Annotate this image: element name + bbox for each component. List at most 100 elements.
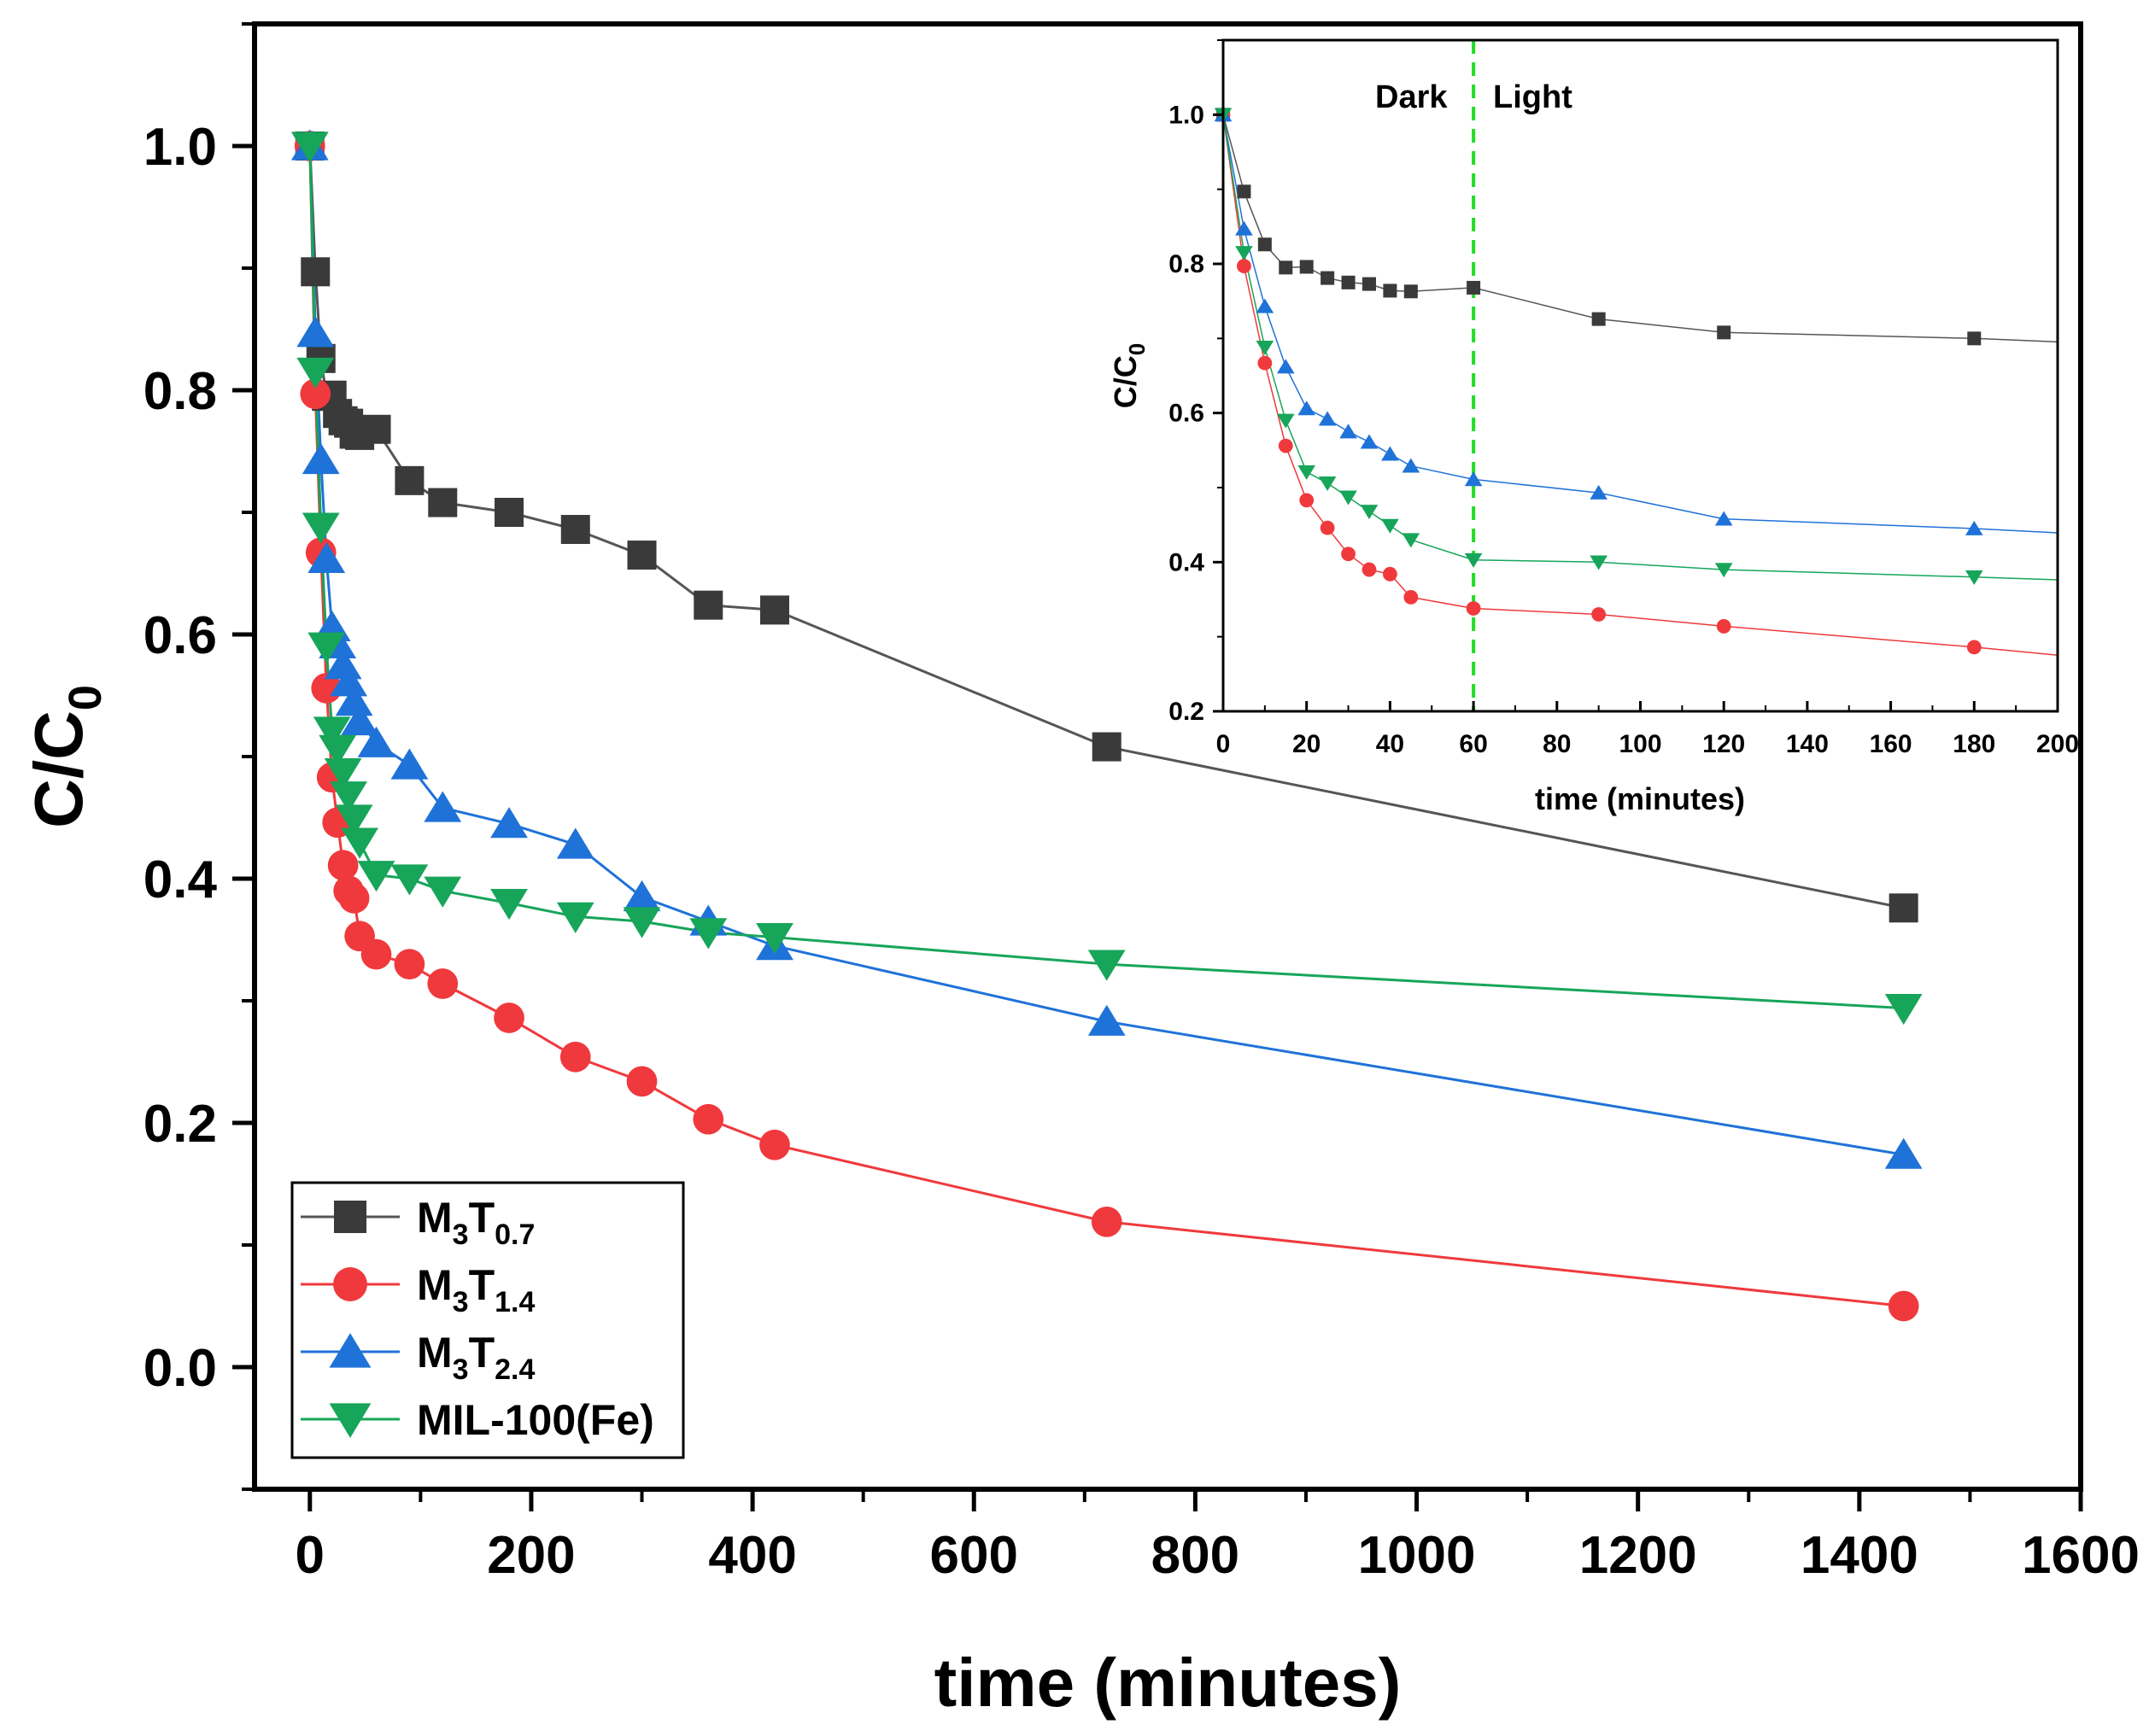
main-data-point [428,488,458,517]
inset-data-point [1716,619,1731,634]
main-data-point [694,590,723,620]
inset-data-point [1339,424,1357,439]
legend-items: M3T0.7 M3T1.4 M3T2.4 MIL-100(Fe) [301,1194,654,1444]
dark-label: Dark [1375,79,1448,115]
inset-data-point [1467,280,1481,295]
inset-data-point [1383,283,1397,298]
main-data-point [760,595,790,625]
main-data-point [390,864,429,896]
inset-data-point [1321,271,1335,285]
main-data-point [338,883,370,914]
inset-data-point [1235,220,1253,236]
inset-data-point [1402,533,1420,548]
main-x-ticks: 0 200 400 600 800 1000 1200 1400 1600 [296,1489,2140,1585]
main-data-point [302,512,340,544]
inset-data-point [1276,413,1295,429]
inset-data-point [1297,400,1316,416]
inset-data-point [1965,520,1983,535]
main-y-tick-label: 0.6 [143,606,217,665]
main-y-tick-label: 0.2 [143,1095,217,1154]
inset-data-point [1237,259,1251,274]
main-data-point [693,1103,724,1135]
main-x-axis-title: time (minutes) [934,1645,1402,1721]
inset-x-axis-title: time (minutes) [1535,781,1745,816]
inset-data-point [1381,446,1399,461]
inset-data-point [1714,511,1733,526]
inset-y-tick-label: 0.4 [1168,548,1204,576]
inset-data-point [1590,555,1607,570]
inset-data-point [1339,490,1357,506]
main-data-point [335,685,373,716]
legend-marker [329,1333,372,1368]
inset-y-axis-title-main: C/C [1108,355,1143,408]
main-data-point [324,648,362,680]
inset-x-tick-label: 200 [2036,730,2079,758]
main-data-point [290,132,329,163]
inset-y-axis-title: C/C0 [1108,343,1150,408]
inset-data-point [1591,312,1606,326]
inset-x-tick-label: 20 [1292,730,1321,758]
main-data-point [623,880,661,912]
main-data-point [627,541,657,570]
main-data-point [357,861,395,892]
main-x-tick-label: 1200 [1579,1526,1697,1585]
inset-data-point [1297,465,1316,480]
main-data-point [341,827,378,859]
main-data-point [559,1041,591,1073]
inset-y-tick-label: 1.0 [1168,101,1204,129]
main-data-point [302,442,340,475]
inset-data-point [1360,434,1379,449]
inset-series-m3t0-7 [1216,108,1982,346]
main-data-point [626,1066,658,1097]
inset-background [1223,40,2058,711]
legend-label: M3T0.7 [417,1194,535,1251]
main-x-tick-label: 1000 [1358,1526,1476,1585]
inset-data-point [1381,518,1399,534]
main-data-point [689,918,728,950]
main-data-point [756,923,793,955]
main-data-point [560,515,590,545]
main-y-tick-label: 1.0 [143,118,217,177]
main-y-tick-label: 0.4 [143,850,218,909]
inset-data-point [1967,331,1982,346]
main-data-point [335,804,373,836]
main-data-point [390,748,429,780]
main-x-tick-label: 0 [296,1526,325,1585]
main-data-point [357,726,395,757]
main-data-point [1087,950,1126,981]
inset-data-point [1341,275,1356,289]
inset-data-point [1402,458,1420,473]
inset-data-point [1278,438,1293,453]
inset-x-tick-label: 100 [1619,730,1661,758]
main-data-point [361,414,391,444]
inset-y-tick-label: 0.6 [1168,400,1204,428]
main-data-point [556,902,594,933]
inset-x-tick-label: 160 [1870,730,1912,758]
inset-data-point [1383,566,1397,582]
main-data-point [300,378,331,410]
legend-marker [333,1267,367,1301]
inset-x-tick-label: 180 [1953,730,1995,758]
inset-x-tick-label: 40 [1376,730,1404,758]
main-series-mil-100-fe [290,132,1923,1026]
main-data-point [1091,1206,1122,1237]
inset-data-point [1591,607,1607,622]
main-data-point [301,257,331,287]
main-data-point [307,632,346,663]
light-label: Light [1493,79,1572,115]
main-data-point [424,791,462,822]
inset-data-point [1714,563,1733,578]
main-data-point [330,665,368,697]
inset-data-point [1464,471,1483,487]
main-x-tick-label: 600 [930,1526,1018,1585]
main-chart: 0 200 400 600 800 1000 1200 1400 1600 0.00.20.40… [20,21,2140,1721]
inset-y-tick-label: 0.8 [1168,250,1204,278]
inset-y-axis-title-sub: 0 [1124,343,1150,355]
inset-series-markers [1214,107,1983,655]
main-x-tick-label: 1400 [1801,1526,1918,1585]
inset-x-tick-label: 140 [1786,730,1829,758]
legend-item-mil-100-fe: MIL-100(Fe) [301,1396,654,1444]
inset-x-tick-label: 120 [1702,730,1745,758]
main-data-point [1889,893,1918,923]
